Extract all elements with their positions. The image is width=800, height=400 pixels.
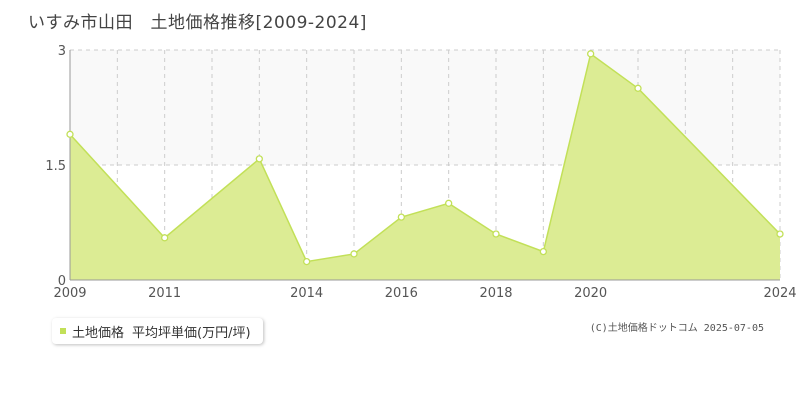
data-point [634, 84, 642, 92]
data-point [255, 155, 263, 163]
x-tick-labels: 2009 2011 2014 2016 2018 2020 2024 [53, 286, 796, 301]
data-point [776, 230, 784, 238]
x-tick-label: 2024 [763, 286, 796, 301]
data-point [445, 199, 453, 207]
credit: (C)土地価格ドットコム 2025-07-05 [589, 323, 764, 334]
area-fill [70, 53, 780, 281]
chart-title: いすみ市山田 土地価格推移[2009-2024] [28, 13, 367, 33]
data-point [539, 247, 547, 256]
x-tick-label: 2014 [290, 286, 323, 301]
data-point [303, 257, 311, 266]
data-point [350, 250, 358, 258]
data-points [66, 50, 784, 266]
x-tick-label: 2016 [385, 286, 418, 301]
data-point [397, 213, 405, 221]
x-tick-label: 2009 [53, 286, 86, 301]
y-tick-label: 3 [58, 44, 66, 59]
data-point [66, 130, 74, 138]
data-point [587, 50, 595, 58]
legend-series-label: 土地価格 [72, 325, 125, 341]
y-tick-label: 0 [58, 274, 66, 289]
legend-unit-label: 平均坪単価(万円/坪) [132, 325, 251, 341]
legend-swatch [60, 328, 66, 334]
series-line [69, 52, 781, 263]
legend: 土地価格 平均坪単価(万円/坪) [52, 318, 263, 344]
y-tick-label: 1.5 [45, 159, 66, 174]
data-point [161, 234, 169, 242]
x-tick-label: 2020 [574, 286, 607, 301]
data-point [492, 230, 500, 238]
x-tick-label: 2011 [148, 286, 181, 301]
x-tick-label: 2018 [479, 286, 512, 301]
y-tick-labels: 01.53 [45, 44, 66, 289]
